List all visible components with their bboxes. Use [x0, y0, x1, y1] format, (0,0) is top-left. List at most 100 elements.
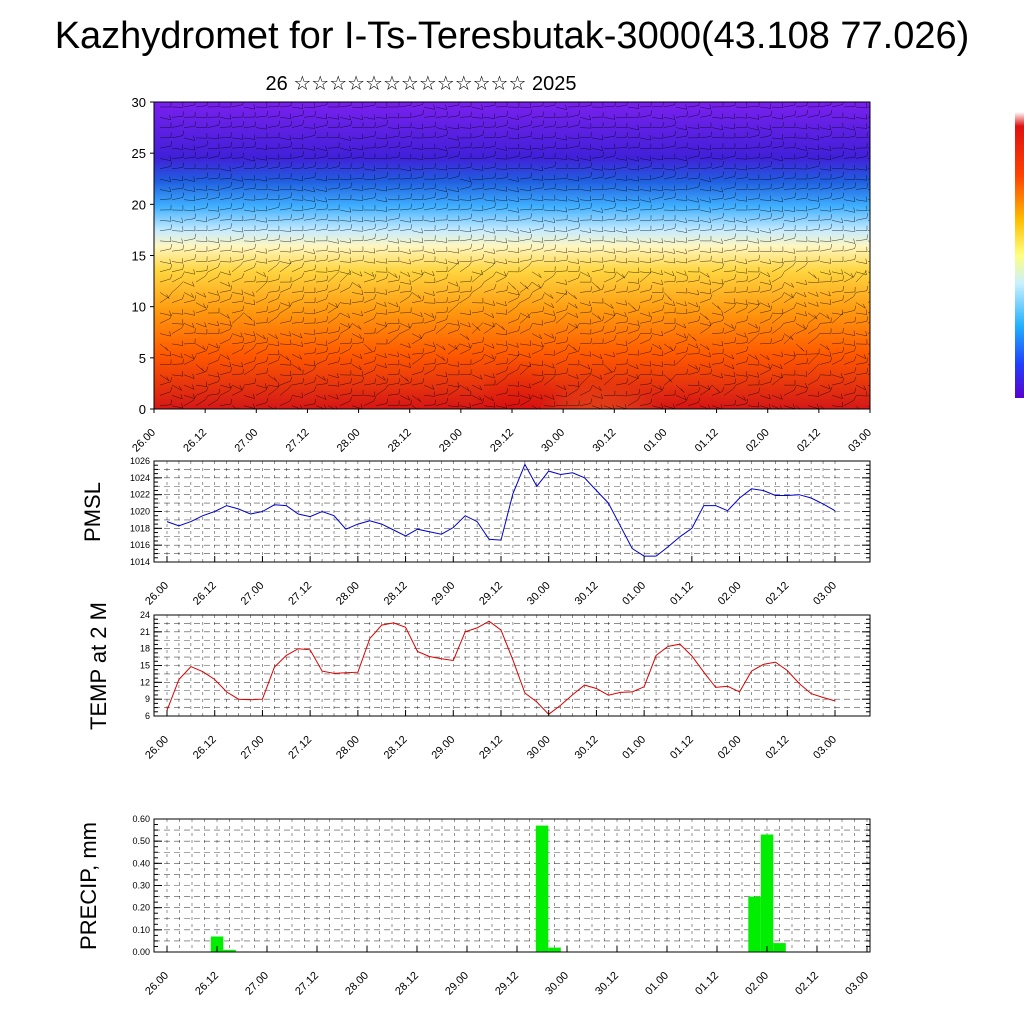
wind-barb [495, 378, 506, 386]
wind-barb [687, 147, 699, 151]
wind-barb-flag [625, 155, 628, 161]
wind-barb [279, 261, 291, 265]
wind-barb [759, 157, 771, 159]
wind-barb [663, 176, 675, 180]
wind-barb [819, 361, 831, 365]
wind-barb-flag [758, 326, 760, 332]
wind-barb [615, 312, 627, 317]
wind-barb-flag [290, 315, 293, 321]
wind-barb [795, 391, 807, 396]
wind-barb-flag [770, 161, 773, 167]
wind-barb [567, 250, 579, 253]
wind-barb-flag [806, 123, 808, 129]
wind-barb-flag [745, 196, 748, 202]
wind-barb-flag [179, 281, 184, 286]
wind-barb-flag [590, 171, 593, 177]
x-tick-label: 29.00 [429, 580, 457, 608]
wind-barb-flag [240, 260, 244, 266]
wind-barb [555, 309, 567, 314]
wind-barb [219, 290, 231, 293]
precip-bar [748, 896, 761, 952]
wind-barb-flag [709, 217, 711, 223]
wind-barb [471, 146, 483, 149]
wind-barb-flag [398, 224, 400, 230]
wind-barb-flag [338, 161, 341, 167]
wind-barb-flag [650, 378, 652, 384]
x-tick-label: 30.12 [590, 427, 618, 455]
x-tick-label: 26.12 [193, 970, 221, 998]
wind-barb-flag [854, 376, 857, 382]
wind-barb [663, 104, 675, 108]
wind-barb [663, 302, 675, 306]
wind-barb-flag [625, 206, 628, 212]
wind-barb-flag [349, 248, 352, 254]
wind-barb [207, 209, 219, 212]
wind-barb-flag [781, 197, 784, 203]
wind-barb-flag [542, 243, 545, 249]
wind-barb [363, 261, 375, 264]
wind-barb [747, 127, 759, 131]
wind-barb [747, 117, 759, 120]
wind-barb [519, 281, 529, 290]
wind-barb [711, 240, 723, 244]
wind-barb-flag [350, 224, 352, 230]
wind-barb [207, 124, 219, 128]
wind-barb-flag [168, 292, 173, 297]
wind-barb [783, 209, 795, 212]
wind-barb [255, 372, 267, 376]
wind-barb [363, 332, 375, 334]
wind-barb [423, 312, 435, 318]
wind-barb [591, 147, 603, 151]
wind-barb [375, 374, 386, 381]
wind-barb [651, 250, 663, 253]
wind-barb [483, 126, 495, 128]
wind-barb-flag [709, 207, 712, 213]
wind-barb [603, 312, 615, 316]
wind-barb-flag [769, 279, 771, 285]
wind-barb [195, 302, 206, 309]
wind-barb [255, 158, 267, 161]
wind-barb-flag [674, 141, 676, 147]
wind-barb [795, 187, 807, 190]
wind-barb-flag [878, 124, 879, 129]
wind-barb-flag [216, 343, 219, 349]
wind-barb-flag [349, 396, 353, 402]
wind-barb [447, 261, 459, 265]
wind-barb [855, 362, 867, 365]
wind-barb [735, 177, 747, 180]
wind-barb-flag [386, 309, 388, 315]
wind-barb [591, 353, 603, 359]
wind-barb-flag [238, 407, 240, 409]
wind-barb-flag [721, 310, 723, 316]
wind-barb-flag [758, 130, 761, 136]
wind-barb [675, 312, 687, 314]
wind-barb-flag [686, 161, 689, 167]
wind-barb [303, 199, 315, 202]
wind-barb [699, 353, 711, 358]
wind-barb-flag [277, 293, 281, 299]
wind-barb [783, 220, 795, 223]
wind-barb [315, 351, 327, 355]
wind-barb [447, 155, 459, 159]
wind-barb-flag [816, 312, 820, 317]
wind-barb [447, 389, 458, 396]
y-tick-label: 6 [145, 711, 150, 721]
wind-barb [339, 229, 351, 231]
wind-barb-flag [662, 315, 665, 321]
wind-barb [723, 329, 735, 334]
x-tick-label: 28.12 [382, 734, 410, 762]
wind-barb-flag [649, 186, 652, 192]
wind-barb-flag [446, 130, 449, 136]
wind-barb-flag [218, 185, 220, 191]
wind-barb [567, 277, 579, 283]
wind-barb-flag [230, 367, 233, 373]
wind-barb [579, 189, 591, 192]
wind-barb [375, 278, 387, 283]
wind-barb [735, 271, 747, 274]
wind-barb [855, 384, 866, 391]
wind-barb-flag [466, 335, 470, 340]
wind-barb [351, 199, 363, 201]
wind-barb [831, 104, 843, 108]
wind-barb [459, 290, 471, 293]
wind-barb-flag [698, 386, 701, 392]
